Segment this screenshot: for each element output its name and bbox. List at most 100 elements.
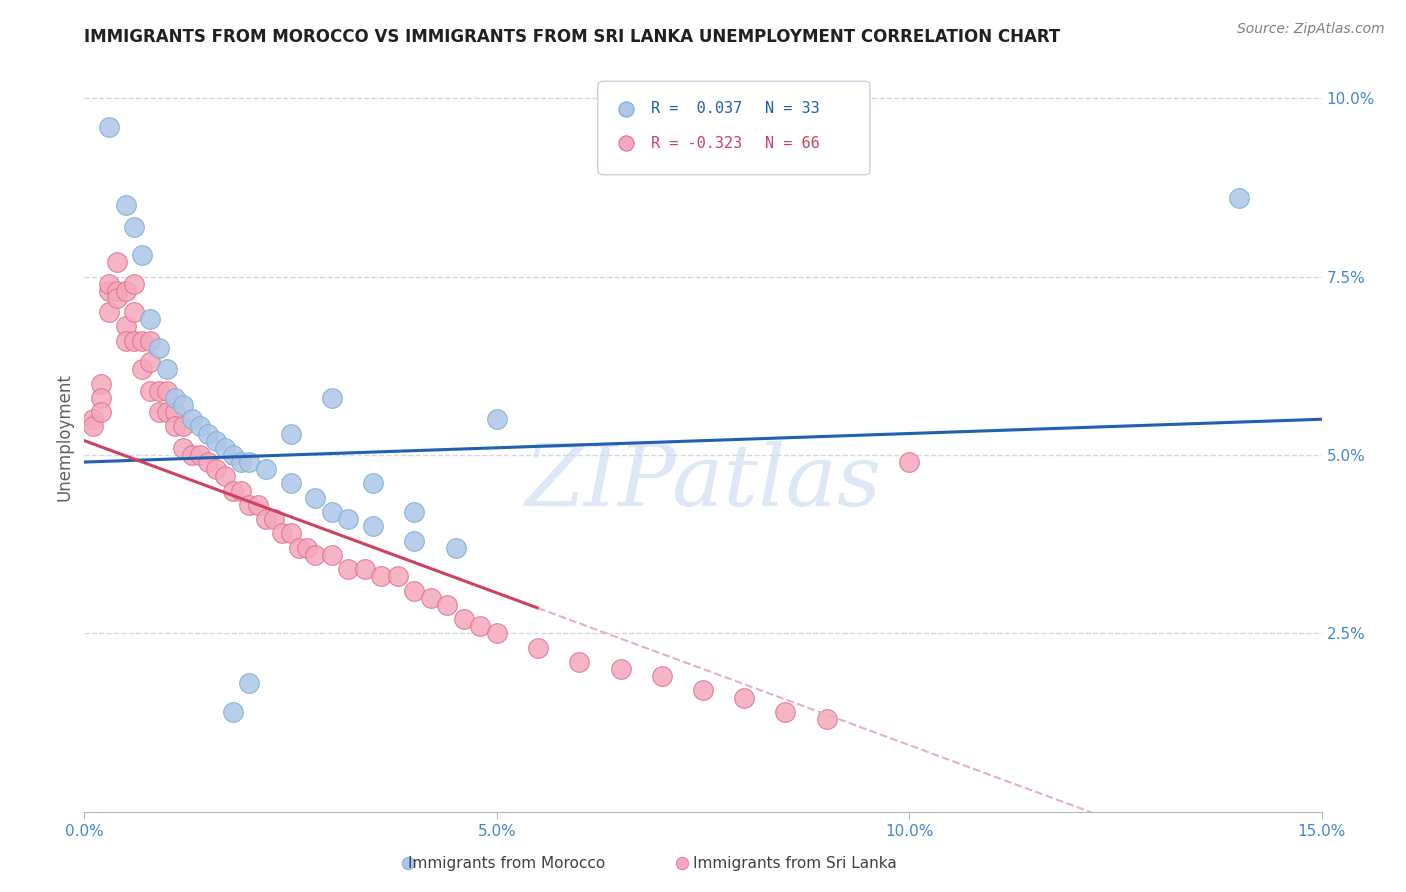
Point: [396, 856, 419, 871]
Point: [98, 120, 121, 134]
Point: [229, 455, 252, 469]
Point: [404, 583, 426, 598]
Text: N = 66: N = 66: [765, 136, 820, 151]
Point: [188, 419, 211, 434]
Point: [122, 305, 145, 319]
Point: [337, 562, 360, 576]
Point: [139, 334, 162, 348]
Point: [775, 705, 797, 719]
Point: [361, 476, 384, 491]
Point: [180, 412, 202, 426]
Point: [337, 512, 360, 526]
Point: [238, 498, 260, 512]
Point: [222, 483, 245, 498]
Point: [246, 498, 269, 512]
Point: [98, 305, 121, 319]
Point: [295, 541, 318, 555]
Point: [1227, 191, 1250, 205]
Point: [139, 384, 162, 398]
Text: Source: ZipAtlas.com: Source: ZipAtlas.com: [1237, 22, 1385, 37]
Point: [214, 441, 236, 455]
Text: ZIPatlas: ZIPatlas: [524, 441, 882, 524]
Point: [254, 462, 277, 476]
Point: [370, 569, 392, 583]
Point: [470, 619, 492, 633]
Point: [222, 705, 245, 719]
Point: [98, 284, 121, 298]
Point: [733, 690, 755, 705]
Point: [527, 640, 550, 655]
Point: [485, 626, 508, 640]
Point: [114, 284, 136, 298]
Point: [288, 541, 311, 555]
Point: [321, 505, 343, 519]
Point: [238, 676, 260, 690]
Text: Immigrants from Sri Lanka: Immigrants from Sri Lanka: [693, 856, 896, 871]
Point: [898, 455, 921, 469]
Point: [139, 355, 162, 369]
Text: R =  0.037: R = 0.037: [651, 102, 742, 116]
Point: [131, 362, 153, 376]
Point: [280, 526, 302, 541]
Point: [404, 505, 426, 519]
Point: [165, 405, 187, 419]
Point: [271, 526, 294, 541]
Point: [404, 533, 426, 548]
Point: [280, 476, 302, 491]
Point: [238, 455, 260, 469]
Point: [122, 334, 145, 348]
Point: [609, 662, 631, 676]
Point: [180, 448, 202, 462]
Point: [98, 277, 121, 291]
Point: [148, 405, 170, 419]
Point: [254, 512, 277, 526]
FancyBboxPatch shape: [598, 81, 870, 175]
Point: [131, 248, 153, 262]
Point: [304, 548, 326, 562]
Point: [156, 362, 179, 376]
Point: [815, 712, 838, 726]
Point: [156, 384, 179, 398]
Point: [156, 405, 179, 419]
Y-axis label: Unemployment: Unemployment: [55, 373, 73, 501]
Point: [229, 483, 252, 498]
Point: [148, 384, 170, 398]
Point: [165, 419, 187, 434]
Point: [90, 391, 112, 405]
Point: [197, 426, 219, 441]
Point: [419, 591, 441, 605]
Point: [114, 198, 136, 212]
Point: [105, 255, 128, 269]
Point: [105, 284, 128, 298]
Point: [82, 412, 104, 426]
Point: [304, 491, 326, 505]
Point: [205, 434, 228, 448]
Text: Immigrants from Morocco: Immigrants from Morocco: [408, 856, 605, 871]
Point: [172, 419, 194, 434]
Text: IMMIGRANTS FROM MOROCCO VS IMMIGRANTS FROM SRI LANKA UNEMPLOYMENT CORRELATION CH: IMMIGRANTS FROM MOROCCO VS IMMIGRANTS FR…: [84, 28, 1060, 45]
Point: [353, 562, 375, 576]
Point: [214, 469, 236, 483]
Point: [82, 419, 104, 434]
Point: [651, 669, 673, 683]
Point: [453, 612, 475, 626]
Point: [172, 398, 194, 412]
Point: [205, 462, 228, 476]
Point: [131, 334, 153, 348]
Point: [172, 441, 194, 455]
Point: [361, 519, 384, 533]
Point: [122, 219, 145, 234]
Point: [692, 683, 714, 698]
Point: [263, 512, 285, 526]
Point: [114, 334, 136, 348]
Point: [188, 448, 211, 462]
Point: [671, 856, 693, 871]
Point: [280, 426, 302, 441]
Point: [139, 312, 162, 326]
Point: [197, 455, 219, 469]
Point: [321, 391, 343, 405]
Point: [90, 376, 112, 391]
Point: [165, 391, 187, 405]
Point: [222, 448, 245, 462]
Point: [114, 319, 136, 334]
